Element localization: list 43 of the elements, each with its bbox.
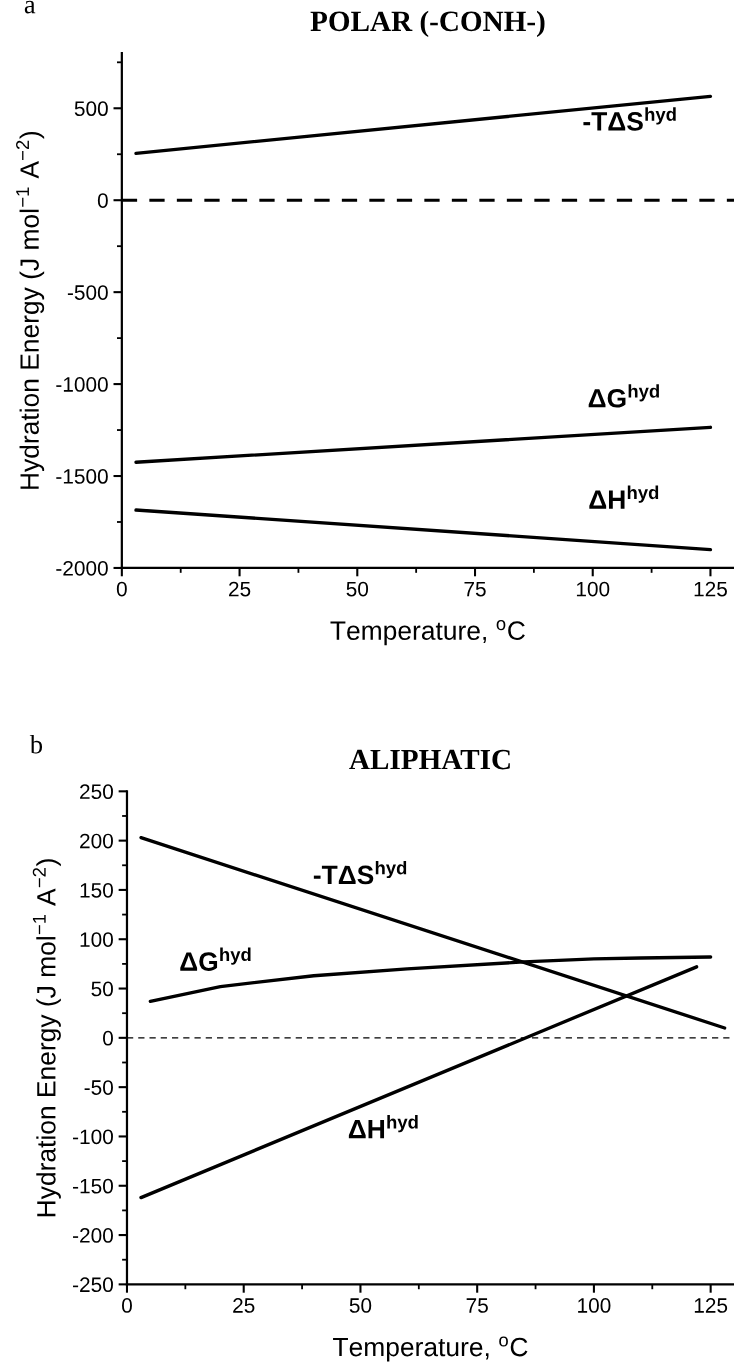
y-tick-label: -150 (73, 1178, 113, 1194)
y-tick-label: -200 (73, 1228, 113, 1243)
y-tick-label: 0 (103, 1030, 113, 1046)
x-tick-label: 125 (694, 1298, 728, 1313)
y-tick-label: -1500 (56, 469, 108, 484)
chart-title: ALIPHATIC (349, 749, 510, 770)
x-tick-label: 0 (122, 1298, 132, 1313)
series-label: ΔH$^{hyd}$ (348, 1115, 418, 1139)
y-tick-label: -250 (73, 1277, 113, 1293)
text: b (29, 734, 43, 754)
x-tick-label: 25 (229, 581, 251, 597)
x-tick-label: 50 (349, 1298, 372, 1313)
series-label: ΔG$^{hyd}$ (180, 947, 251, 971)
y-tick-label: 0 (97, 193, 108, 208)
y-tick-label: -1000 (56, 377, 108, 392)
chart-title: POLAR (-CONH-) (310, 10, 545, 38)
y-tick-label: 100 (80, 932, 113, 947)
x-tick-label: 125 (694, 581, 727, 597)
y-tick-label: 250 (80, 784, 113, 800)
x-tick-label: 0 (116, 581, 127, 597)
y-tick-label: 200 (80, 833, 113, 849)
series-label: -TΔS$^{hyd}$ (583, 107, 676, 131)
x-tick-label: 100 (578, 1298, 611, 1313)
y-tick-label: -50 (84, 1080, 113, 1095)
x-axis-title: Temperature, $^{o}$C (330, 620, 525, 646)
y-axis-title: Hydration Energy (J mol$^{−1}$ A$^{−2}$) (32, 859, 61, 1217)
y-tick-label: -2000 (56, 560, 108, 576)
y-axis-title: Hydration Energy (J mol$^{−1}$ A$^{−2}$) (16, 131, 45, 489)
y-tick-label: 150 (80, 882, 113, 898)
x-tick-label: 50 (346, 581, 369, 597)
x-tick-label: 100 (576, 581, 610, 597)
y-tick-label: 500 (74, 101, 108, 117)
series-label: ΔG$^{hyd}$ (588, 384, 659, 408)
y-tick-label: -100 (73, 1129, 113, 1145)
series-label: -TΔS$^{hyd}$ (313, 860, 407, 885)
text: a (24, 0, 36, 14)
x-tick-label: 25 (233, 1298, 255, 1313)
x-tick-label: 75 (466, 1298, 488, 1313)
y-tick-label: -500 (67, 285, 108, 300)
x-tick-label: 75 (464, 581, 486, 597)
y-tick-label: 50 (91, 981, 113, 997)
series-label: ΔH$^{hyd}$ (589, 485, 659, 509)
x-axis-title: Temperature, $^{o}$C (333, 1336, 528, 1362)
